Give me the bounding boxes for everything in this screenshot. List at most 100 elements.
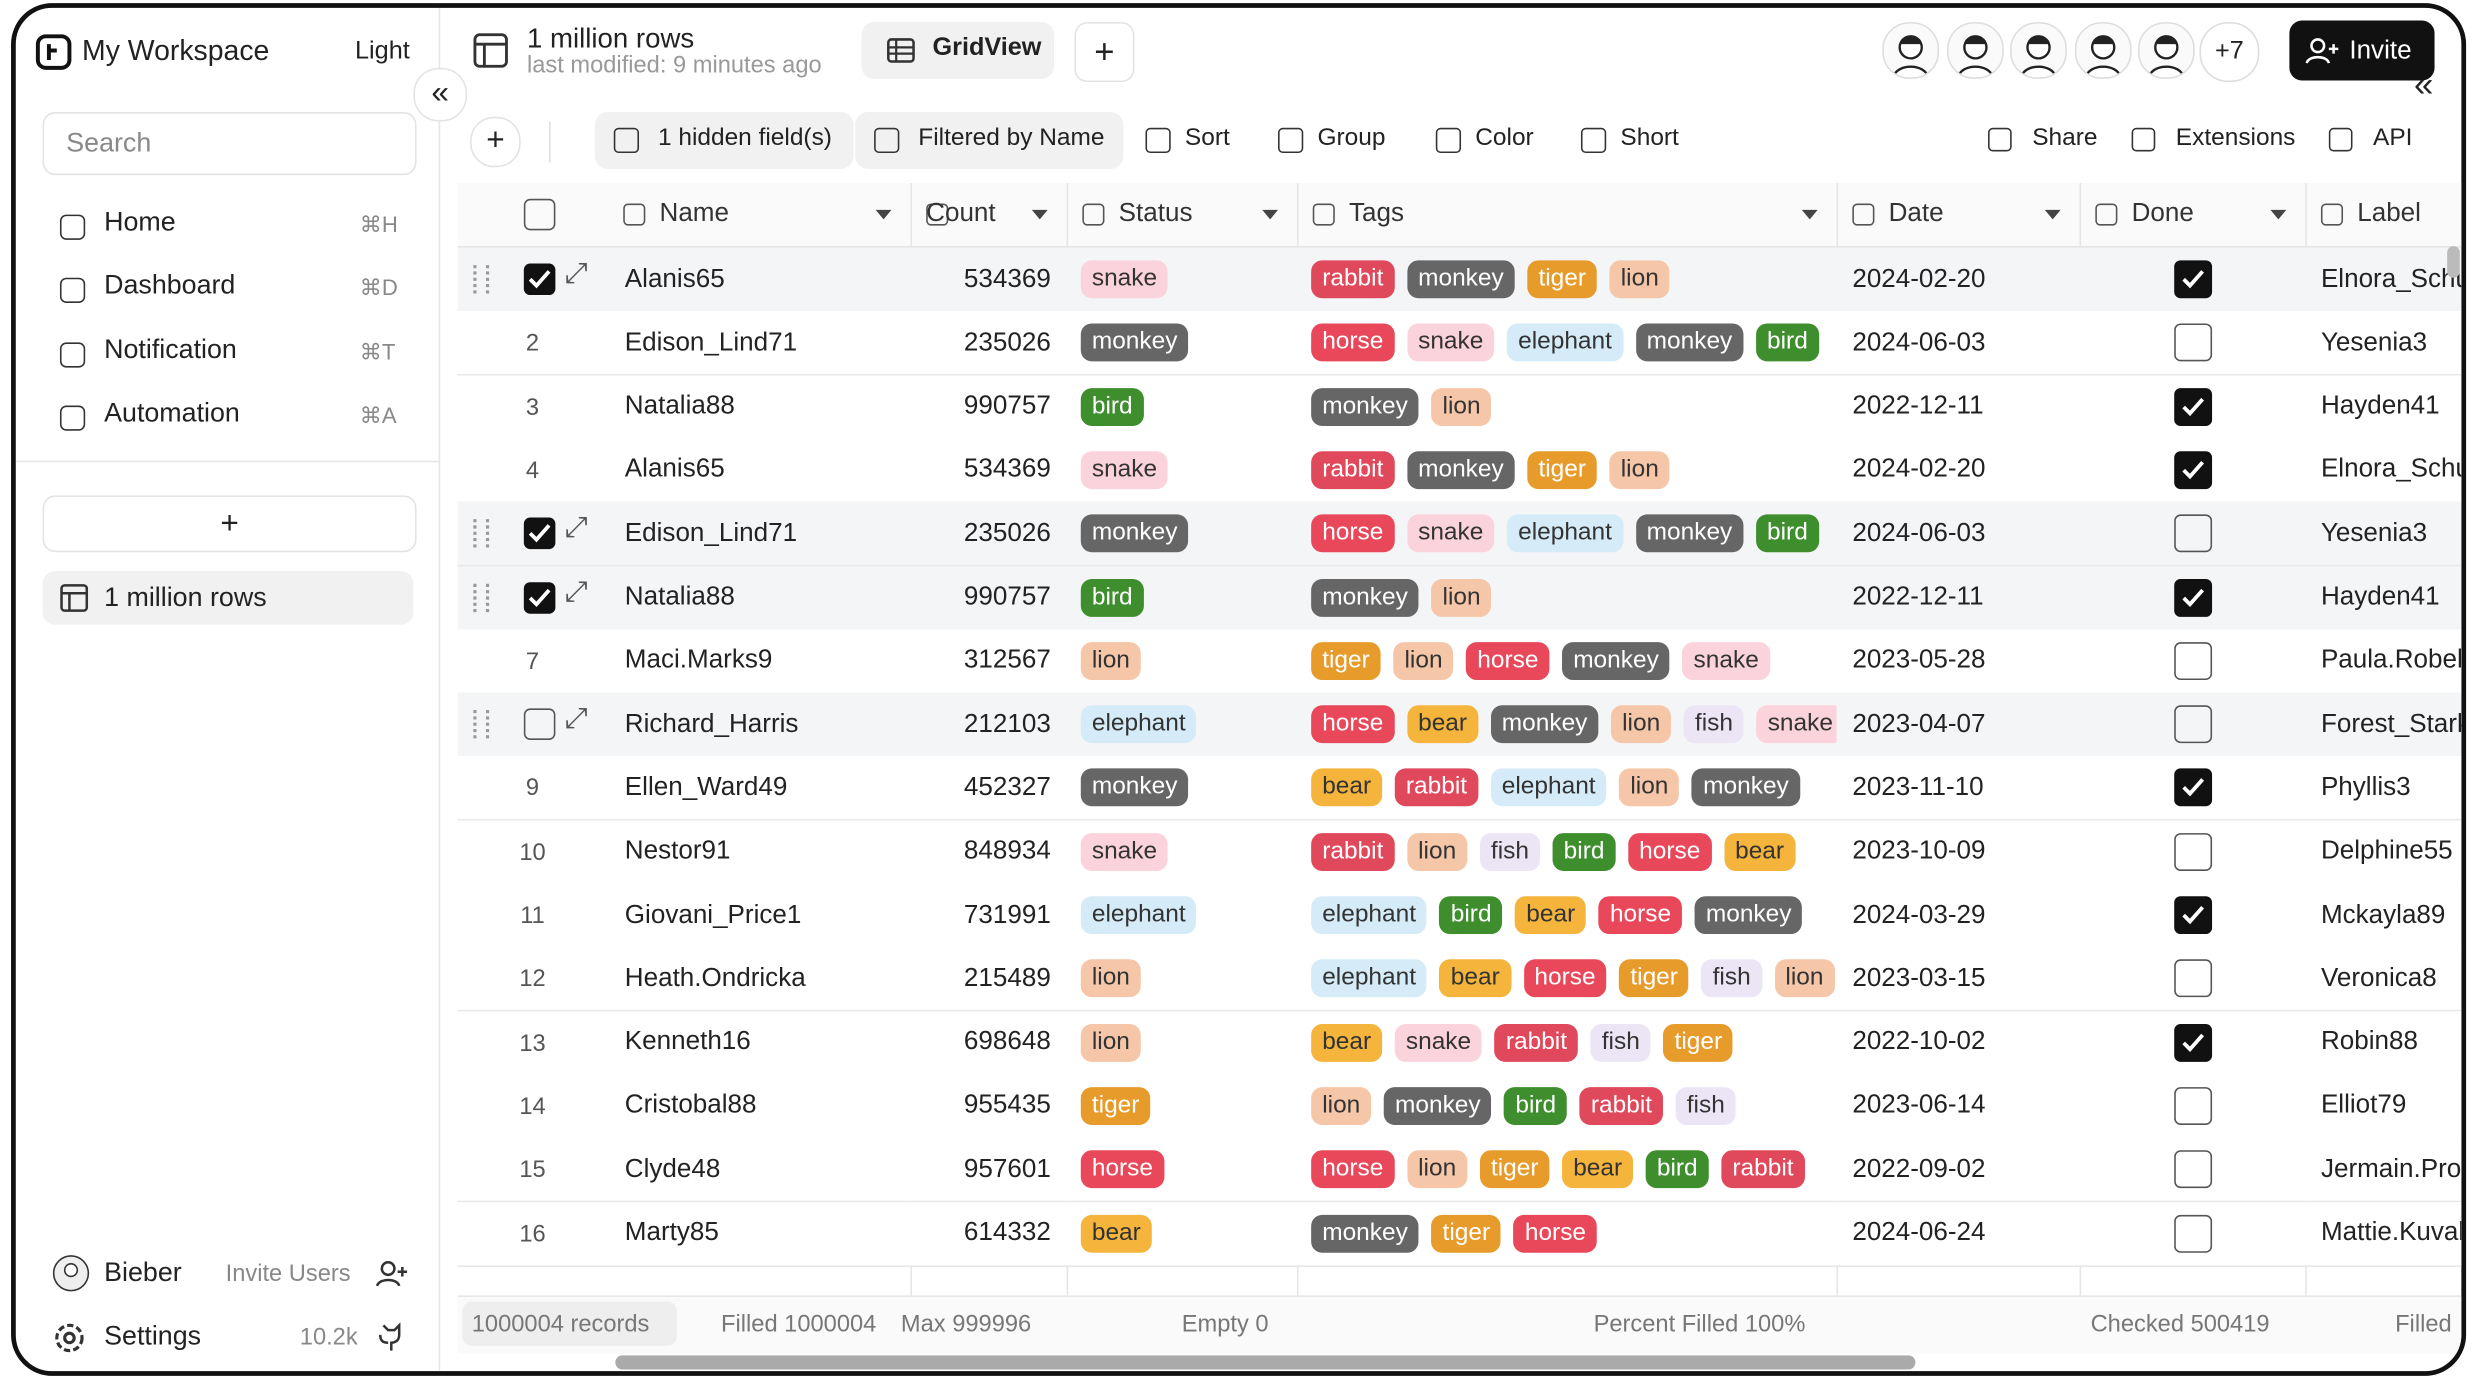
nav-item[interactable]: Home	[104, 206, 176, 237]
drag-handle[interactable]	[473, 265, 490, 294]
view-name[interactable]: GridView	[932, 34, 1042, 62]
search-box[interactable]	[42, 112, 417, 176]
add-view[interactable]: +	[1074, 22, 1135, 83]
expand-row[interactable]: ⤢	[564, 575, 588, 607]
column-header[interactable]: Status	[1118, 198, 1193, 228]
done-checkbox[interactable]	[2173, 641, 2212, 680]
done-checkbox[interactable]	[2173, 451, 2212, 489]
done-checkbox[interactable]	[2173, 1086, 2212, 1125]
column-header[interactable]: Label	[2357, 198, 2421, 228]
done-checkbox[interactable]	[2173, 769, 2212, 807]
done-checkbox[interactable]	[2173, 705, 2212, 744]
invite-users[interactable]: Invite Users	[225, 1260, 351, 1288]
drag-handle[interactable]	[473, 710, 490, 739]
row[interactable]: ⤢ Richard_Harris 212103 elephant horse bear mo…	[457, 692, 2462, 758]
avatar[interactable]	[2010, 22, 2067, 79]
row-checkbox[interactable]	[523, 581, 556, 613]
toolbar-button[interactable]: Short	[1620, 124, 1679, 152]
toolbar-button[interactable]: 1 hidden field(s)	[657, 124, 832, 152]
row-checkbox[interactable]	[523, 263, 556, 296]
more-users[interactable]: +7	[2199, 22, 2260, 83]
column-menu[interactable]	[1801, 209, 1818, 220]
row[interactable]: 4 Alanis65 534369 snake rabbit monkey tiger lio…	[457, 438, 2462, 504]
row[interactable]: 7 Maci.Marks9 312567 lion tiger lion horse monk…	[457, 629, 2462, 694]
expand-row[interactable]: ⤢	[564, 257, 588, 289]
row-checkbox[interactable]	[523, 517, 556, 550]
drag-handle[interactable]	[473, 519, 490, 548]
column-menu[interactable]	[2270, 209, 2287, 220]
workspace-name[interactable]: My Workspace	[82, 34, 270, 67]
done-checkbox[interactable]	[2173, 832, 2212, 871]
done-checkbox[interactable]	[2173, 387, 2212, 426]
done-checkbox[interactable]	[2173, 1023, 2212, 1062]
column-menu[interactable]	[1031, 209, 1048, 220]
row[interactable]: 11 Giovani_Price1 731991 elephant elephant bi…	[457, 883, 2462, 949]
toolbar-icon	[613, 127, 640, 154]
row[interactable]: 9 Ellen_Ward49 452327 monkey bear rabbit eleph…	[457, 756, 2462, 822]
column-menu[interactable]	[875, 209, 892, 220]
h-scrollbar[interactable]	[615, 1355, 1916, 1370]
row[interactable]: 16 Marty85 614332 bear monkey tiger horse 2024-…	[457, 1201, 2462, 1267]
avatar[interactable]	[2137, 22, 2195, 79]
avatar[interactable]	[1946, 22, 2004, 79]
toolbar-button[interactable]: API	[2373, 124, 2413, 152]
done-checkbox[interactable]	[2173, 323, 2212, 362]
done-checkbox[interactable]	[2173, 578, 2212, 617]
row[interactable]: 10 Nestor91 848934 snake rabbit lion fish bird h…	[457, 819, 2462, 885]
column-header[interactable]: Tags	[1349, 198, 1405, 228]
expand-row[interactable]: ⤢	[564, 702, 588, 734]
column-header[interactable]: Count	[926, 198, 996, 228]
column-header[interactable]: Name	[659, 198, 729, 228]
row[interactable]: ⤢ Alanis65 534369 snake rabbit monkey tiger lio…	[457, 247, 2462, 313]
toolbar-button[interactable]: Sort	[1184, 124, 1230, 152]
toolbar-button[interactable]: Share	[2032, 124, 2098, 152]
row[interactable]: 12 Heath.Ondricka 215489 lion elephant bear ho…	[457, 947, 2462, 1012]
settings[interactable]: Settings	[104, 1320, 202, 1351]
column-header[interactable]: Date	[1888, 198, 1944, 228]
toolbar-button[interactable]: Filtered by Name	[918, 124, 1105, 152]
done-checkbox[interactable]	[2173, 1214, 2212, 1252]
nav-item[interactable]: Automation	[104, 397, 240, 428]
done-checkbox[interactable]	[2173, 514, 2212, 553]
user-name[interactable]: Bieber	[104, 1257, 182, 1288]
done-checkbox[interactable]	[2173, 1150, 2212, 1189]
done-checkbox[interactable]	[2173, 896, 2212, 935]
drag-handle[interactable]	[473, 582, 490, 612]
select-all[interactable]	[523, 198, 556, 231]
nav-icon	[59, 214, 86, 240]
row[interactable]: 15 Clyde48 957601 horse horse lion tiger bear bi…	[457, 1137, 2462, 1203]
nav-item[interactable]: Dashboard	[104, 270, 236, 301]
date: 2023-06-14	[1852, 1090, 1986, 1120]
table-item[interactable]: 1 million rows	[104, 582, 267, 613]
invite-label[interactable]: Invite	[2349, 36, 2412, 65]
row-checkbox[interactable]	[523, 708, 556, 741]
toolbar-button[interactable]: Color	[1475, 124, 1534, 152]
github-stars[interactable]: 10.2k	[299, 1323, 358, 1351]
row[interactable]: 3 Natalia88 990757 bird monkey lion 2022-12-11…	[457, 374, 2462, 440]
avatar[interactable]	[2074, 22, 2131, 79]
view-tab[interactable]	[861, 22, 1054, 79]
collapse-right[interactable]: «	[2414, 64, 2434, 105]
row[interactable]: 13 Kenneth16 698648 lion bear snake rabbit fish…	[457, 1010, 2462, 1076]
add-record[interactable]: +	[470, 116, 521, 168]
row[interactable]: 14 Cristobal88 955435 tiger lion monkey bird ra…	[457, 1074, 2462, 1139]
row[interactable]: ⤢ Natalia88 990757 bird monkey lion 2022-12-11…	[457, 565, 2462, 631]
toolbar-button[interactable]: Group	[1317, 124, 1386, 152]
column-menu[interactable]	[2044, 209, 2061, 220]
toolbar-button[interactable]: Extensions	[2175, 124, 2296, 152]
theme-toggle[interactable]: Light	[355, 37, 410, 65]
avatar[interactable]	[1882, 22, 1940, 79]
done-checkbox[interactable]	[2173, 260, 2212, 299]
expand-row[interactable]: ⤢	[564, 511, 588, 544]
invite-icon	[2305, 38, 2339, 64]
add-table[interactable]: +	[42, 495, 417, 553]
collapse-sidebar[interactable]: «	[413, 67, 468, 122]
row[interactable]: ⤢ Edison_Lind71 235026 monkey horse snake elep…	[457, 502, 2462, 567]
column-menu[interactable]	[1262, 209, 1279, 220]
v-scrollbar[interactable]	[2447, 246, 2460, 278]
nav-item[interactable]: Notification	[104, 333, 237, 364]
row[interactable]: 2 Edison_Lind71 235026 monkey horse snake elep…	[457, 311, 2462, 376]
row-number: 15	[519, 1156, 546, 1184]
done-checkbox[interactable]	[2173, 959, 2212, 998]
column-header[interactable]: Done	[2131, 198, 2194, 228]
